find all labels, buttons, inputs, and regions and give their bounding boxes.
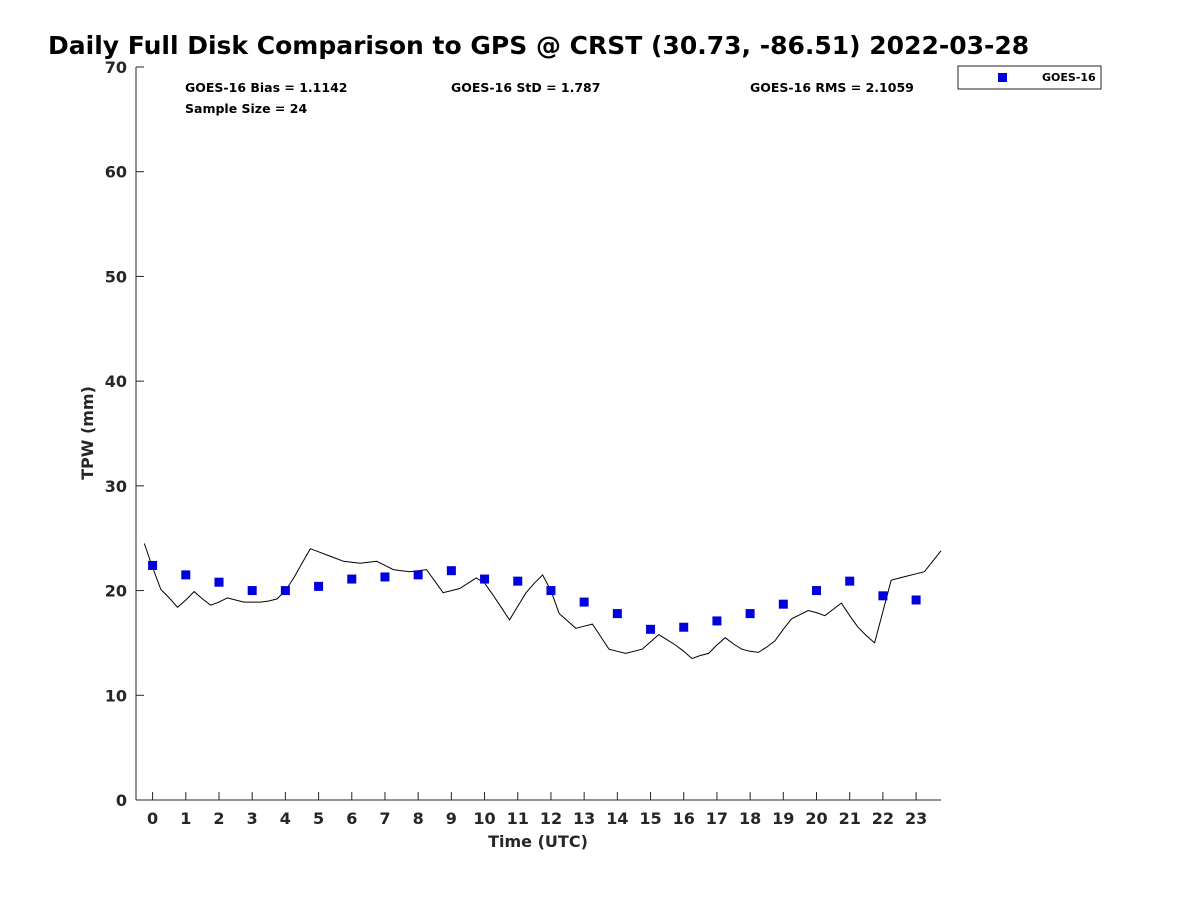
x-tick-label: 5 [313,809,324,828]
legend-marker-goes16 [998,73,1007,82]
y-tick-label: 10 [105,686,127,705]
goes16-marker [380,572,390,582]
x-tick-label: 17 [706,809,728,828]
y-axis-ticks: 0 10 20 30 40 50 60 70 [105,58,144,810]
stat-std: GOES-16 StD = 1.787 [451,80,600,95]
y-tick-label: 40 [105,372,127,391]
x-tick-label: 1 [180,809,191,828]
y-tick-label: 30 [105,477,127,496]
x-tick-label: 15 [639,809,661,828]
x-tick-label: 9 [446,809,457,828]
goes16-marker [712,616,722,626]
goes16-marker [679,622,689,632]
x-tick-label: 8 [413,809,424,828]
x-tick-label: 11 [507,809,529,828]
x-axis-label: Time (UTC) [488,832,588,851]
goes16-marker-series [148,560,921,634]
x-tick-label: 12 [540,809,562,828]
goes16-marker [612,609,622,619]
stat-sample-size: Sample Size = 24 [185,101,307,116]
goes16-marker [314,581,324,591]
goes16-marker [845,576,855,586]
goes16-marker [646,624,656,634]
y-axis-label: TPW (mm) [78,386,97,480]
x-tick-label: 19 [772,809,794,828]
x-tick-label: 22 [872,809,894,828]
y-tick-label: 60 [105,163,127,182]
plot-area [136,67,941,800]
x-tick-label: 4 [280,809,291,828]
goes16-marker [181,570,191,580]
goes16-marker [546,586,556,596]
x-tick-label: 18 [739,809,761,828]
goes16-marker [280,586,290,596]
goes16-marker [579,597,589,607]
x-tick-label: 7 [379,809,390,828]
x-tick-label: 6 [346,809,357,828]
goes16-marker [911,595,921,605]
goes16-marker [413,570,423,580]
goes16-marker [745,609,755,619]
x-tick-label: 23 [905,809,927,828]
goes16-marker [878,591,888,601]
goes16-marker [480,574,490,584]
x-tick-label: 0 [147,809,158,828]
gps-line-series [143,543,942,660]
x-tick-label: 16 [673,809,695,828]
x-tick-label: 2 [213,809,224,828]
x-tick-label: 13 [573,809,595,828]
goes16-marker [247,586,257,596]
goes16-marker [446,566,456,576]
x-axis-ticks: 0 1 2 3 4 5 6 7 8 9 10 11 12 13 14 15 16 17 18 19 20 21 22 23 [147,792,927,828]
y-tick-label: 0 [116,791,127,810]
stat-rms: GOES-16 RMS = 2.1059 [750,80,914,95]
goes16-marker [148,560,158,570]
x-tick-label: 21 [839,809,861,828]
gps-line [143,543,942,660]
chart-title: Daily Full Disk Comparison to GPS @ CRST… [48,31,1029,60]
x-tick-label: 14 [606,809,628,828]
y-tick-label: 50 [105,267,127,286]
y-tick-label: 20 [105,582,127,601]
legend: GOES-16 [957,65,1102,90]
goes16-marker [347,574,357,584]
x-tick-label: 3 [247,809,258,828]
y-tick-label: 70 [105,58,127,77]
goes16-marker [812,586,822,596]
goes16-marker [214,577,224,587]
x-tick-label: 10 [473,809,495,828]
goes16-marker [778,599,788,609]
stat-bias: GOES-16 Bias = 1.1142 [185,80,347,95]
x-tick-label: 20 [805,809,827,828]
legend-label-goes16: GOES-16 [1042,71,1096,84]
goes16-marker [513,576,523,586]
legend-box [957,65,1102,90]
